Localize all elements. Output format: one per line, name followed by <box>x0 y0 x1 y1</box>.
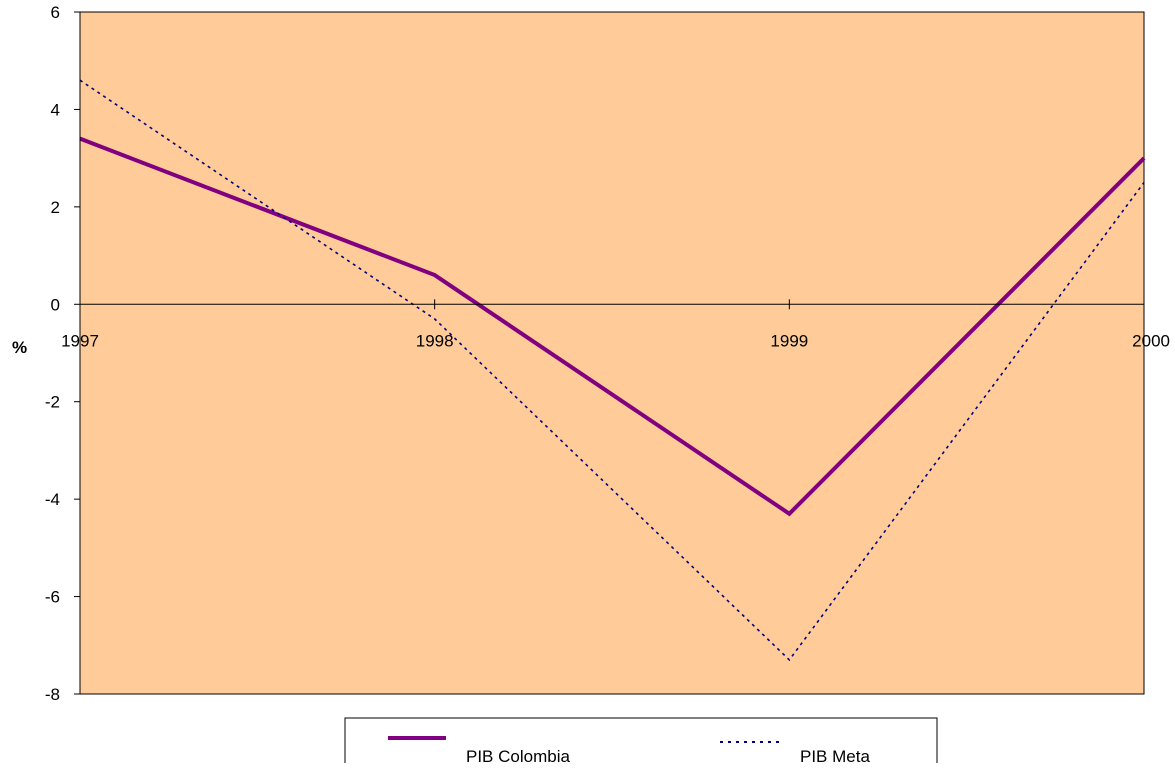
x-tick-label: 1997 <box>61 331 99 350</box>
plot-area <box>79 11 1145 695</box>
x-tick-label: 1998 <box>416 331 454 350</box>
y-axis-unit-label: % <box>12 338 27 357</box>
legend-label-pib-meta: PIB Meta <box>800 747 870 763</box>
y-tick-label: -2 <box>45 393 60 412</box>
y-tick-label: 0 <box>51 295 60 314</box>
series-line-pib-meta <box>79 79 1145 662</box>
series-line-pib-colombia <box>79 136 1146 517</box>
legend-label-pib-colombia: PIB Colombia <box>466 747 570 763</box>
y-tick-label: -6 <box>45 588 60 607</box>
y-tick-label: -8 <box>45 685 60 704</box>
y-tick-label: 2 <box>51 198 60 217</box>
axis-layer: 6 4 2 0 -2 -4 -6 -8 1997 1998 1999 2000 <box>45 3 1170 704</box>
y-tick-label: 6 <box>51 3 60 22</box>
x-tick-label: 2000 <box>1132 331 1170 350</box>
legend: PIB Colombia PIB Meta <box>344 717 938 768</box>
legend-box <box>344 717 938 768</box>
series-layer <box>79 79 1146 662</box>
x-tick-label: 1999 <box>770 331 808 350</box>
y-tick-label: 4 <box>51 100 60 119</box>
y-tick-label: -4 <box>45 490 60 509</box>
